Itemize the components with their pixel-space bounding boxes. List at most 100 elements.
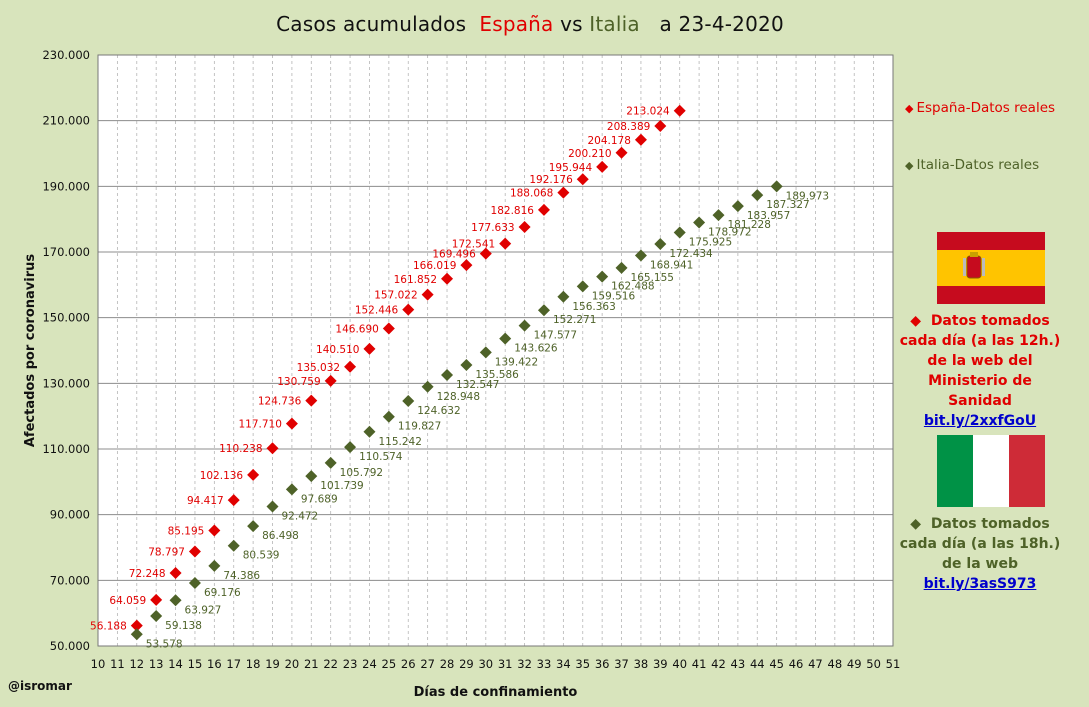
x-tick-label: 45	[769, 657, 784, 671]
italia-point	[596, 270, 609, 283]
espana-data-label: 161.852	[394, 274, 437, 286]
espana-point	[479, 247, 492, 260]
x-tick-label: 26	[401, 657, 416, 671]
italia-point	[150, 609, 163, 622]
italia-data-label: 139.422	[495, 356, 538, 368]
note-espana-line2: cada día (a las 12h.)	[899, 333, 1061, 349]
italia-data-label: 119.827	[398, 421, 441, 433]
x-tick-label: 29	[459, 657, 474, 671]
espana-point	[208, 524, 221, 537]
espana-data-label: 64.059	[109, 595, 146, 607]
italia-data-label: 59.138	[165, 620, 202, 632]
espana-point	[654, 119, 667, 132]
espana-data-label: 188.068	[510, 188, 553, 200]
x-tick-label: 16	[207, 657, 222, 671]
x-tick-label: 18	[246, 657, 261, 671]
legend-label-italia: Italia-Datos reales	[916, 157, 1040, 173]
espana-point	[188, 545, 201, 558]
italia-data-label: 189.973	[786, 190, 829, 202]
espana-data-label: 56.188	[90, 621, 127, 633]
x-tick-label: 47	[808, 657, 823, 671]
italia-point	[227, 539, 240, 552]
x-tick-label: 43	[731, 657, 746, 671]
x-tick-label: 39	[653, 657, 668, 671]
espana-point	[615, 146, 628, 159]
x-tick-label: 21	[304, 657, 319, 671]
italia-point	[654, 238, 667, 251]
note-italia: ◆ Datos tomados cada día (a las 18h.) de…	[898, 514, 1062, 594]
italia-data-label: 165.155	[631, 272, 674, 284]
italia-point	[460, 358, 473, 371]
italia-data-label: 53.578	[146, 638, 183, 650]
y-tick-label: 110.000	[42, 442, 90, 456]
title-italia: Italia	[589, 12, 640, 36]
link-italia-source[interactable]: bit.ly/3asS973	[923, 576, 1037, 592]
espana-data-label: 124.736	[258, 396, 302, 408]
x-tick-label: 37	[614, 657, 629, 671]
italia-data-label: 159.516	[592, 290, 636, 302]
espana-data-label: 208.389	[607, 121, 650, 133]
y-tick-label: 130.000	[42, 376, 90, 390]
italia-data-label: 172.434	[669, 248, 713, 260]
espana-point	[460, 259, 473, 272]
espana-data-label: 146.690	[335, 324, 378, 336]
italia-data-label: 124.632	[417, 405, 460, 417]
italia-data-label: 152.271	[553, 314, 596, 326]
italia-point	[557, 290, 570, 303]
espana-point	[421, 288, 434, 301]
italia-data-label: 74.386	[223, 570, 260, 582]
x-tick-label: 51	[886, 657, 900, 671]
italia-data-label: 143.626	[514, 343, 558, 355]
espana-data-label: 110.238	[219, 443, 262, 455]
x-tick-label: 24	[362, 657, 377, 671]
espana-data-label: 130.759	[277, 376, 320, 388]
espana-point	[305, 394, 318, 407]
italia-point	[363, 425, 376, 438]
espana-point	[130, 619, 143, 632]
italia-data-label: 175.925	[689, 237, 732, 249]
italia-point	[441, 368, 454, 381]
x-tick-label: 25	[382, 657, 397, 671]
italia-data-label: 156.363	[572, 301, 615, 313]
espana-point	[537, 203, 550, 216]
x-tick-label: 32	[517, 657, 532, 671]
x-tick-label: 35	[575, 657, 590, 671]
italia-data-label: 135.586	[475, 369, 519, 381]
x-tick-label: 22	[323, 657, 338, 671]
espana-data-label: 78.797	[148, 546, 185, 558]
x-tick-label: 49	[847, 657, 862, 671]
x-tick-label: 30	[478, 657, 493, 671]
italia-data-label: 162.488	[611, 281, 654, 293]
y-tick-label: 170.000	[42, 245, 90, 259]
note-italia-line1: ◆ Datos tomados	[910, 516, 1050, 532]
italy-flag-icon	[937, 435, 1045, 507]
italia-point	[324, 456, 337, 469]
x-tick-label: 12	[129, 657, 144, 671]
note-italia-marker: ◆	[910, 516, 922, 532]
espana-point	[247, 468, 260, 481]
espana-data-label: 192.176	[529, 174, 573, 186]
author-credit: @isromar	[8, 679, 72, 693]
italia-point	[266, 500, 279, 513]
espana-point	[673, 104, 686, 117]
espana-data-label: 85.195	[168, 525, 205, 537]
espana-point	[634, 133, 647, 146]
italia-point	[285, 483, 298, 496]
x-tick-label: 36	[595, 657, 610, 671]
note-espana-line3: de la web del	[927, 353, 1033, 369]
italia-point	[208, 559, 221, 572]
x-tick-label: 41	[692, 657, 707, 671]
italia-data-label: 187.327	[766, 199, 809, 211]
x-tick-label: 23	[343, 657, 358, 671]
italia-point	[634, 249, 647, 262]
espana-point	[499, 237, 512, 250]
x-tick-label: 14	[168, 657, 183, 671]
espana-point	[363, 342, 376, 355]
espana-data-label: 72.248	[129, 568, 166, 580]
espana-data-label: 200.210	[568, 148, 611, 160]
y-tick-label: 70.000	[50, 573, 90, 587]
link-espana-source[interactable]: bit.ly/2xxfGoU	[923, 413, 1037, 429]
italia-data-label: 110.574	[359, 451, 403, 463]
italia-point	[247, 520, 260, 533]
x-tick-label: 27	[420, 657, 435, 671]
